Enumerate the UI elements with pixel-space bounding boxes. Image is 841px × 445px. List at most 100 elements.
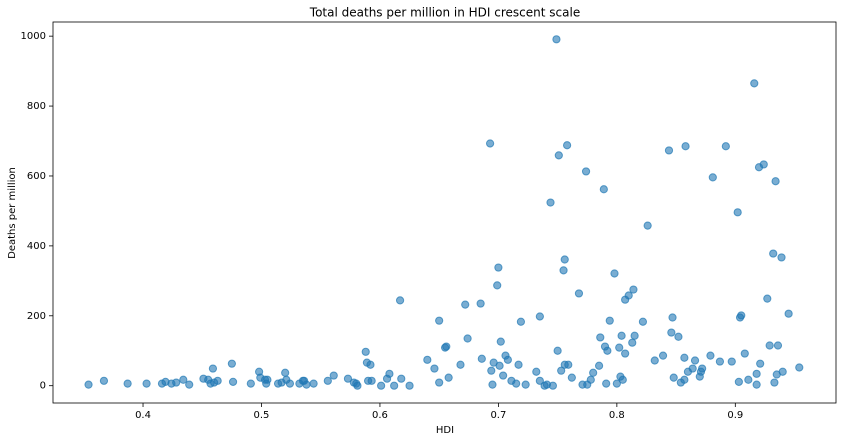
point xyxy=(353,381,362,390)
point xyxy=(377,381,386,390)
point xyxy=(763,294,772,303)
point xyxy=(744,375,753,384)
point xyxy=(435,316,444,325)
point xyxy=(228,377,238,386)
point xyxy=(688,364,697,373)
point xyxy=(638,317,648,326)
point xyxy=(664,146,674,155)
x-tick-label: 0.8 xyxy=(609,410,625,421)
point xyxy=(669,373,678,382)
point xyxy=(554,151,563,160)
y-tick-label: 0 xyxy=(40,381,46,392)
point xyxy=(708,173,717,182)
point xyxy=(442,342,451,351)
plot-frame xyxy=(52,21,837,404)
point xyxy=(172,378,181,387)
y-tick-label: 400 xyxy=(27,241,46,252)
point xyxy=(367,376,376,385)
point xyxy=(778,367,787,376)
point xyxy=(552,35,561,44)
point xyxy=(361,347,370,356)
point xyxy=(323,376,332,385)
point xyxy=(667,328,676,337)
point xyxy=(557,366,566,375)
point xyxy=(329,371,338,380)
point xyxy=(777,253,786,262)
point xyxy=(574,289,584,298)
point xyxy=(770,378,779,387)
point xyxy=(560,255,569,264)
point xyxy=(737,311,746,320)
point xyxy=(493,281,502,290)
point xyxy=(586,375,595,384)
x-tick-label: 0.4 xyxy=(135,410,151,421)
x-tick-label: 0.6 xyxy=(372,410,388,421)
point xyxy=(617,331,626,340)
point xyxy=(503,355,512,364)
point xyxy=(784,309,793,318)
point xyxy=(494,263,503,272)
point xyxy=(285,379,295,388)
point xyxy=(674,332,683,341)
point xyxy=(488,380,497,389)
point xyxy=(643,221,652,230)
point xyxy=(84,380,93,389)
point xyxy=(496,337,505,346)
point xyxy=(553,346,562,355)
point xyxy=(185,380,194,389)
point xyxy=(208,364,218,373)
point xyxy=(759,160,768,169)
x-tick-label: 0.9 xyxy=(727,410,743,421)
point xyxy=(658,351,668,360)
point xyxy=(596,333,605,342)
point xyxy=(179,375,188,384)
point xyxy=(366,360,375,369)
point xyxy=(681,142,690,151)
point xyxy=(765,341,774,350)
point xyxy=(733,208,742,217)
point xyxy=(756,359,765,368)
point xyxy=(690,356,700,365)
point xyxy=(405,381,414,390)
point xyxy=(752,380,761,389)
point xyxy=(680,353,689,362)
point xyxy=(680,375,689,384)
point xyxy=(444,373,453,382)
point xyxy=(650,356,659,365)
point xyxy=(581,167,591,176)
point xyxy=(309,379,318,388)
point xyxy=(546,198,555,207)
point xyxy=(395,296,405,305)
point xyxy=(461,300,470,309)
point xyxy=(773,341,783,350)
point xyxy=(589,368,598,377)
y-axis-label: Deaths per million xyxy=(7,167,18,259)
point xyxy=(752,369,761,378)
point xyxy=(630,331,639,340)
point xyxy=(343,374,353,383)
x-tick-label: 0.5 xyxy=(254,410,270,421)
point xyxy=(599,185,608,194)
point xyxy=(302,380,311,389)
point xyxy=(618,375,627,384)
y-tick-label: 800 xyxy=(27,101,46,112)
point xyxy=(213,376,222,385)
point xyxy=(715,357,725,366)
point xyxy=(624,291,633,300)
point xyxy=(629,285,638,294)
x-tick-label: 0.7 xyxy=(490,410,506,421)
point xyxy=(532,367,541,376)
point xyxy=(390,381,399,390)
point xyxy=(734,377,743,386)
point xyxy=(227,359,236,368)
point xyxy=(495,361,504,370)
point xyxy=(463,334,472,343)
point xyxy=(281,368,290,377)
point xyxy=(750,79,759,88)
point xyxy=(567,373,576,382)
point xyxy=(142,379,151,388)
point xyxy=(727,357,736,366)
point xyxy=(430,364,439,373)
point xyxy=(123,379,132,388)
